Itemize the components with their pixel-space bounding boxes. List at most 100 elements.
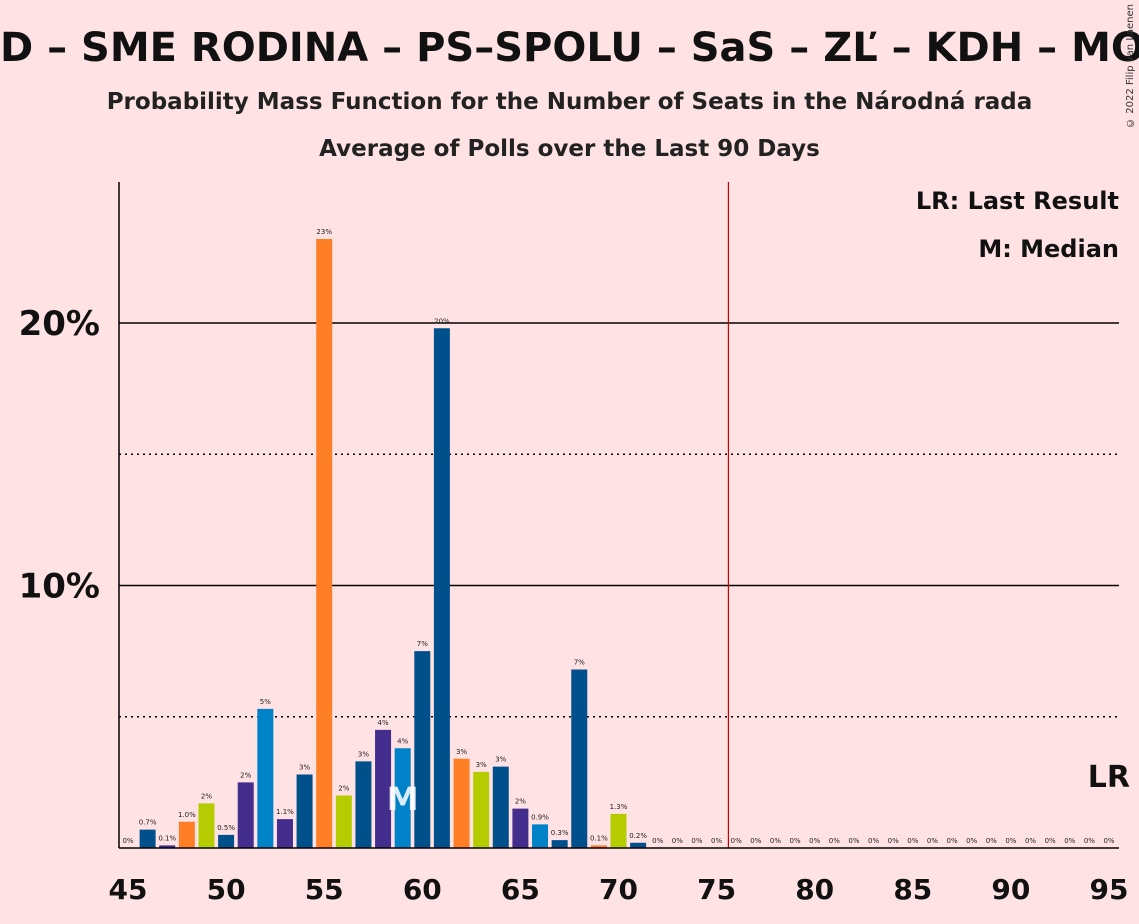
bar-label-seats-46: 0.7% [139, 819, 157, 827]
bar-label-seats-56: 2% [338, 785, 349, 793]
bar-label-seats-62: 3% [456, 748, 467, 756]
bar-seats-71 [630, 842, 647, 848]
bar-seats-63 [473, 771, 490, 848]
bar-label-seats-87: 0% [946, 837, 957, 845]
bar-label-seats-53: 1.1% [276, 808, 294, 816]
chart-title: D – SME RODINA – PS–SPOLU – SaS – ZĽ – K… [0, 25, 1139, 71]
bar-label-seats-94: 0% [1084, 837, 1095, 845]
bar-label-seats-77: 0% [750, 837, 761, 845]
x-tick-label: 65 [501, 873, 540, 906]
bar-seats-65 [512, 808, 529, 848]
bar-label-seats-52: 5% [260, 698, 271, 706]
bar-label-seats-66: 0.9% [531, 813, 549, 821]
bar-label-seats-59: 4% [397, 737, 408, 745]
bar-seats-68 [571, 669, 588, 848]
bar-label-seats-60: 7% [417, 640, 428, 648]
bar-label-seats-71: 0.2% [629, 832, 647, 840]
bar-label-seats-76: 0% [731, 837, 742, 845]
bar-seats-55 [316, 239, 333, 848]
x-tick-label: 75 [697, 873, 736, 906]
legend-median: M: Median [978, 235, 1119, 263]
bar-seats-70 [610, 813, 627, 848]
bar-seats-51 [237, 782, 254, 848]
bar-label-seats-83: 0% [868, 837, 879, 845]
bar-label-seats-85: 0% [907, 837, 918, 845]
bar-seats-52 [257, 708, 274, 848]
gridlines [119, 322, 1119, 718]
bar-label-seats-50: 0.5% [217, 824, 235, 832]
bar-label-seats-91: 0% [1025, 837, 1036, 845]
x-tick-label: 55 [305, 873, 344, 906]
x-tick-label: 50 [207, 873, 246, 906]
x-tick-label: 60 [403, 873, 442, 906]
bars [139, 239, 647, 848]
y-tick-label: 10% [19, 567, 100, 607]
last-result-label: LR [1088, 760, 1130, 795]
bar-label-seats-68: 7% [574, 659, 585, 667]
bar-label-seats-73: 0% [672, 837, 683, 845]
bar-seats-50 [218, 834, 235, 848]
bar-seats-60 [414, 651, 431, 848]
chart-subtitle-2: Average of Polls over the Last 90 Days [319, 136, 820, 162]
bar-label-seats-89: 0% [986, 837, 997, 845]
bar-label-seats-81: 0% [829, 837, 840, 845]
bar-label-seats-65: 2% [515, 798, 526, 806]
bar-label-seats-95: 0% [1103, 837, 1114, 845]
bar-seats-46 [139, 829, 156, 848]
bar-label-seats-64: 3% [495, 756, 506, 764]
x-tick-label: 90 [991, 873, 1030, 906]
bar-seats-64 [492, 766, 509, 848]
bar-label-seats-86: 0% [927, 837, 938, 845]
bar-label-seats-51: 2% [240, 771, 251, 779]
bar-label-seats-58: 4% [378, 719, 389, 727]
bar-seats-58 [375, 729, 392, 848]
axes: LR 45 50 55 60 65 70 75 80 85 90 95 10% 20% [19, 182, 1130, 906]
bar-label-seats-45: 0% [122, 837, 133, 845]
bar-label-seats-93: 0% [1064, 837, 1075, 845]
bar-label-seats-57: 3% [358, 750, 369, 758]
bar-label-seats-92: 0% [1045, 837, 1056, 845]
bar-label-seats-70: 1.3% [610, 803, 628, 811]
bar-label-seats-47: 0.1% [158, 834, 176, 842]
bar-label-seats-72: 0% [652, 837, 663, 845]
bar-label-seats-79: 0% [790, 837, 801, 845]
bar-label-seats-74: 0% [691, 837, 702, 845]
median-marker: M [387, 780, 419, 818]
bar-label-seats-88: 0% [966, 837, 977, 845]
bar-label-seats-54: 3% [299, 764, 310, 772]
bar-seats-57 [355, 761, 372, 848]
bar-label-seats-82: 0% [848, 837, 859, 845]
y-tick-label: 20% [19, 304, 100, 344]
bar-seats-56 [335, 795, 352, 848]
bar-seats-67 [551, 840, 568, 848]
bar-labels: 0%0.7%0.1%1.0%2%0.5%2%5%1.1%3%23%2%3%4%4… [122, 228, 1114, 845]
bar-label-seats-49: 2% [201, 792, 212, 800]
bar-seats-69 [590, 845, 607, 848]
bar-label-seats-78: 0% [770, 837, 781, 845]
bar-label-seats-75: 0% [711, 837, 722, 845]
bar-seats-54 [296, 774, 313, 848]
legend-last-result: LR: Last Result [916, 187, 1119, 215]
bar-seats-48 [178, 821, 195, 848]
chart-subtitle: Probability Mass Function for the Number… [106, 89, 1033, 115]
x-tick-label: 85 [893, 873, 932, 906]
bar-seats-49 [198, 803, 215, 848]
x-tick-label: 70 [599, 873, 638, 906]
bar-label-seats-80: 0% [809, 837, 820, 845]
bar-label-seats-84: 0% [888, 837, 899, 845]
bar-seats-53 [276, 819, 293, 848]
bar-seats-59 [394, 748, 411, 848]
bar-label-seats-48: 1.0% [178, 811, 196, 819]
x-tick-label: 45 [109, 873, 148, 906]
bar-label-seats-55: 23% [316, 228, 332, 236]
bar-label-seats-61: 20% [434, 317, 450, 325]
x-tick-label: 95 [1090, 873, 1129, 906]
bar-seats-61 [433, 328, 450, 848]
bar-seats-62 [453, 758, 470, 848]
bar-seats-66 [532, 824, 549, 848]
bar-label-seats-90: 0% [1005, 837, 1016, 845]
bar-seats-47 [159, 845, 176, 848]
bar-label-seats-69: 0.1% [590, 834, 608, 842]
x-tick-label: 80 [795, 873, 834, 906]
